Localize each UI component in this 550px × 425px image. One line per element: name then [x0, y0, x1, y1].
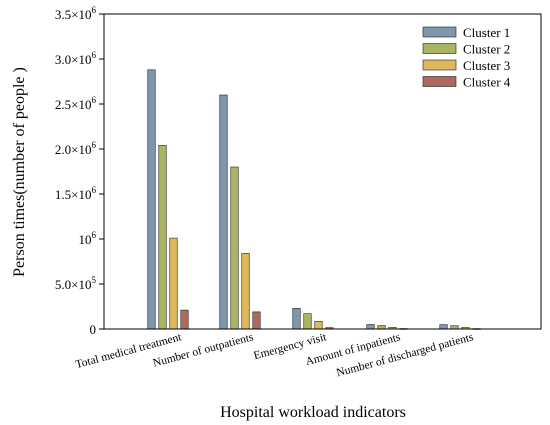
y-tick-label: 106 [79, 230, 97, 247]
bar-cluster-1 [439, 324, 448, 330]
legend-swatch [422, 26, 457, 38]
x-category-label: Number of discharged patients [335, 331, 475, 379]
bar-cluster-3 [169, 237, 178, 330]
bar-cluster-4 [180, 309, 189, 330]
legend-label: Cluster 3 [463, 58, 510, 73]
legend-swatch [422, 59, 457, 71]
legend-label: Cluster 2 [463, 42, 510, 57]
bar-cluster-1 [219, 94, 228, 330]
y-axis-ticks: 0 5.0×105 106 1.5×106 2.0×106 2.5×106 3.0×106 3… [55, 5, 104, 337]
bar-cluster-2 [377, 325, 386, 330]
y-tick-label: 1.5×106 [55, 185, 97, 202]
y-tick-label: 3.0×106 [55, 50, 97, 67]
bars-group [147, 69, 481, 330]
bar-cluster-2 [230, 166, 239, 330]
legend-label: Cluster 1 [463, 25, 510, 40]
x-axis-title: Hospital workload indicators [220, 404, 406, 421]
bar-cluster-2 [303, 313, 312, 330]
bar-cluster-3 [314, 321, 323, 330]
bar-cluster-1 [292, 307, 301, 330]
bar-cluster-3 [241, 253, 250, 330]
y-axis-title: Person times(number of people ) [11, 67, 28, 277]
y-tick-label: 5.0×105 [55, 275, 97, 292]
bar-cluster-4 [252, 311, 261, 330]
bar-cluster-1 [147, 69, 156, 330]
y-tick-label: 3.5×106 [55, 5, 97, 22]
legend-swatch [422, 43, 457, 54]
y-tick-label: 0 [90, 322, 97, 337]
legend-label: Cluster 4 [463, 75, 511, 90]
y-tick-label: 2.0×106 [55, 140, 97, 157]
bar-cluster-1 [366, 324, 375, 330]
y-tick-label: 2.5×106 [55, 95, 97, 112]
plot-frame [103, 13, 542, 330]
legend-swatch [422, 76, 457, 87]
bar-cluster-2 [158, 145, 167, 330]
